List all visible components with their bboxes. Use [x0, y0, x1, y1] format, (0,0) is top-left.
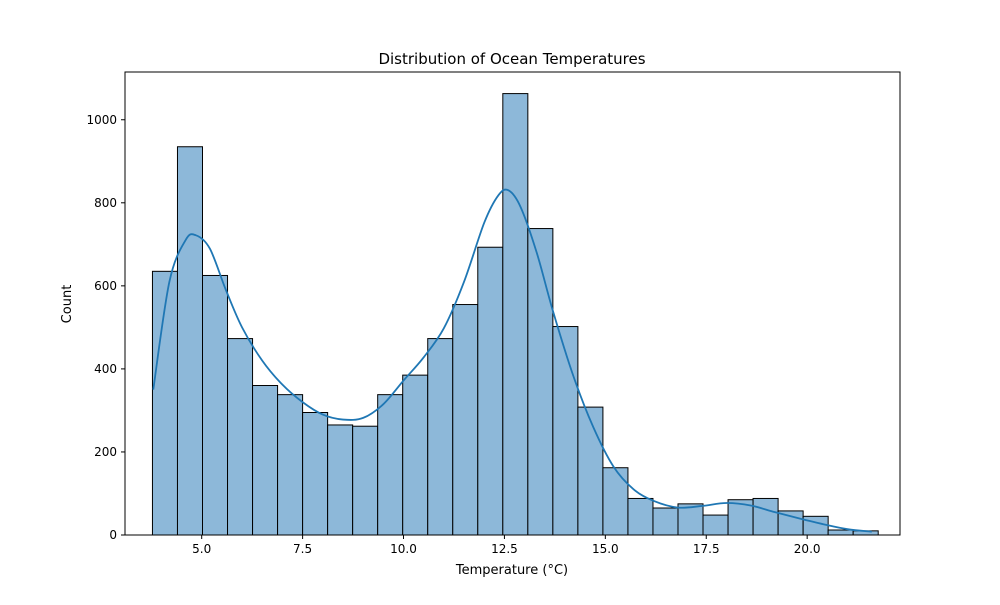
chart-title: Distribution of Ocean Temperatures [378, 50, 645, 68]
histogram-bar [252, 385, 279, 536]
histogram-bar [552, 326, 579, 536]
histogram-bar [402, 374, 429, 536]
histogram-bar [702, 514, 729, 536]
x-tick-label: 20.0 [794, 542, 821, 556]
x-tick-label: 10.0 [390, 542, 417, 556]
y-tick-label: 0 [109, 528, 117, 542]
histogram-bar [302, 412, 329, 536]
histogram-bar [327, 424, 354, 536]
y-tick-label: 600 [94, 279, 117, 293]
x-axis-label: Temperature (°C) [455, 563, 568, 578]
x-tick-label: 5.0 [192, 542, 211, 556]
histogram-bar [527, 228, 554, 536]
histogram-bar [827, 529, 854, 536]
histogram-bar [652, 507, 679, 536]
plot-frame [124, 71, 901, 536]
histogram-bar [577, 406, 604, 536]
y-tick-label: 200 [94, 445, 117, 459]
kde-curve [152, 188, 872, 533]
histogram-bar [377, 394, 404, 536]
x-tick-label: 15.0 [592, 542, 619, 556]
histogram-bar [352, 425, 379, 536]
bars-group [151, 93, 879, 536]
histogram-bar [176, 146, 203, 536]
x-tick-label: 17.5 [693, 542, 720, 556]
histogram-bar [277, 394, 304, 536]
histogram-bar [202, 274, 229, 536]
histogram-bar [477, 246, 504, 536]
y-tick-label: 1000 [86, 113, 117, 127]
x-tick-label: 7.5 [293, 542, 312, 556]
histogram-bar [502, 93, 529, 536]
histogram-bar [752, 497, 779, 536]
x-axis-ticks: 5.0 7.5 10.0 12.5 15.0 17.5 20.0 [192, 535, 821, 556]
y-axis-ticks: 0 200 400 600 800 1000 [86, 113, 125, 542]
y-tick-label: 800 [94, 196, 117, 210]
histogram-bar [602, 467, 629, 536]
histogram-bar [627, 497, 654, 536]
histogram-bar [452, 304, 479, 536]
x-tick-label: 12.5 [491, 542, 518, 556]
y-axis-label: Count [60, 285, 75, 324]
histogram-bar [151, 270, 178, 536]
histogram-bar [227, 338, 254, 536]
histogram-bar [427, 338, 454, 536]
y-tick-label: 400 [94, 362, 117, 376]
histogram-bar [802, 515, 829, 536]
